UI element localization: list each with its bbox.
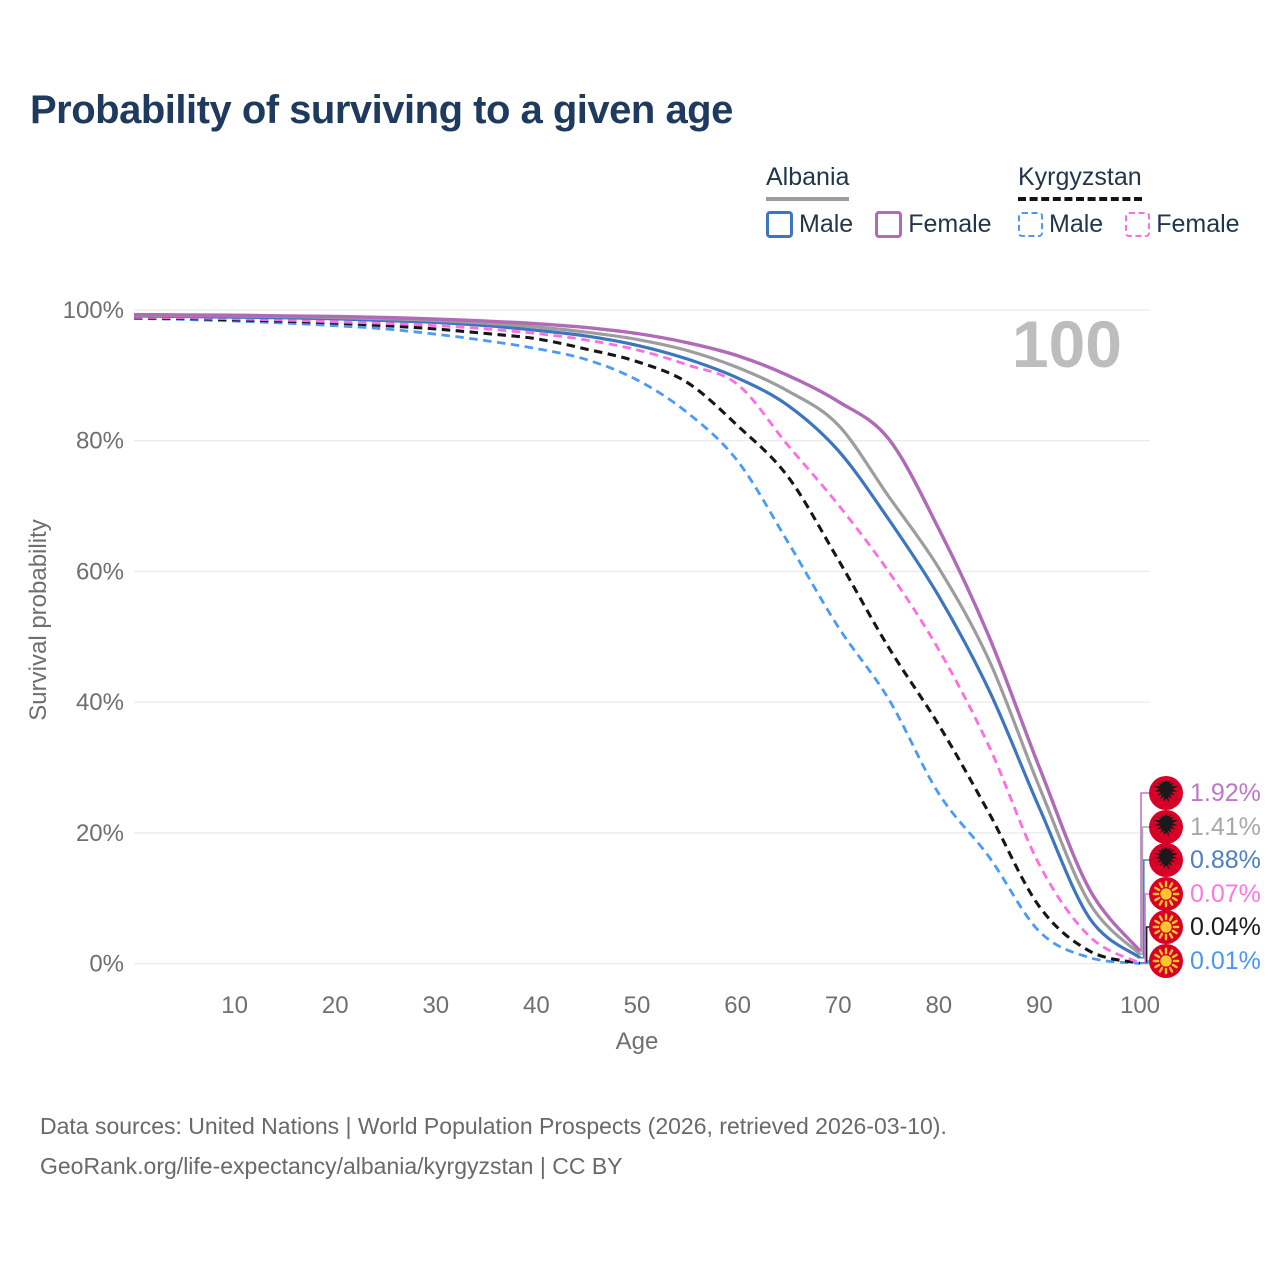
series-line-kyrgyzstan-male	[133, 317, 1141, 965]
legend-label-albania-female[interactable]: Female	[908, 210, 992, 238]
series-line-kyrgyzstan-female	[133, 315, 1141, 965]
end-label-row-kyrgyzstan-both: 0.04%	[1149, 910, 1261, 944]
albania-flag-icon	[1149, 843, 1183, 877]
y-axis-title: Survival probability	[25, 519, 52, 720]
legend-item-kyrgyzstan-female[interactable]: Female	[1125, 210, 1240, 239]
x-axis-title: Age	[616, 1028, 659, 1055]
end-label-row-albania-male: 0.88%	[1149, 843, 1261, 877]
legend-label-kyrgyzstan-female[interactable]: Female	[1156, 210, 1240, 238]
series-line-albania-female	[133, 312, 1142, 953]
x-tick-label: 100	[1120, 992, 1160, 1019]
x-tick-label: 80	[925, 992, 952, 1019]
end-label-row-albania-female: 1.92%	[1149, 776, 1261, 810]
y-tick-label: 40%	[76, 689, 124, 716]
x-tick-label: 20	[322, 992, 349, 1019]
x-tick-label: 10	[221, 992, 248, 1019]
legend-item-albania-male[interactable]: Male	[766, 210, 853, 239]
y-tick-label: 80%	[76, 428, 124, 455]
x-tick-label: 60	[724, 992, 751, 1019]
end-label-row-kyrgyzstan-female: 0.07%	[1149, 877, 1261, 911]
kyrgyzstan-flag-icon	[1149, 944, 1183, 978]
y-tick-label: 100%	[63, 297, 124, 324]
legend-group-albania: Albania Male Female	[766, 163, 992, 239]
albania-flag-icon	[1149, 810, 1183, 844]
albania-flag-icon	[1149, 776, 1183, 810]
legend-country-albania[interactable]: Albania	[766, 163, 850, 201]
end-label-value: 0.07%	[1190, 879, 1261, 908]
legend-checkbox-albania-male[interactable]	[766, 211, 793, 238]
y-tick-label: 20%	[76, 820, 124, 847]
end-connector-albania-both	[1140, 826, 1150, 956]
y-tick-label: 0%	[89, 951, 124, 978]
legend-checkbox-kyrgyzstan-female[interactable]	[1125, 212, 1151, 237]
x-tick-label: 30	[422, 992, 449, 1019]
legend-item-albania-female[interactable]: Female	[875, 210, 992, 239]
source-line-1: Data sources: United Nations | World Pop…	[40, 1113, 947, 1139]
source-line-2: GeoRank.org/life-expectancy/albania/kyrg…	[40, 1153, 623, 1179]
end-connector-albania-male	[1140, 859, 1150, 959]
legend-label-kyrgyzstan-male[interactable]: Male	[1049, 210, 1104, 238]
x-tick-label: 40	[523, 992, 550, 1019]
end-label-value: 1.41%	[1190, 812, 1261, 841]
y-tick-label: 60%	[76, 558, 124, 585]
age-watermark: 100	[1012, 307, 1122, 381]
end-label-row-albania-both: 1.41%	[1149, 810, 1261, 844]
legend-checkbox-albania-female[interactable]	[875, 211, 903, 238]
legend-country-kyrgyzstan[interactable]: Kyrgyzstan	[1018, 163, 1142, 201]
end-connector-albania-female	[1140, 792, 1150, 952]
kyrgyzstan-flag-icon	[1149, 877, 1183, 911]
page-title: Probability of surviving to a given age	[30, 88, 733, 132]
legend-checkbox-kyrgyzstan-male[interactable]	[1018, 212, 1043, 237]
kyrgyzstan-flag-icon	[1149, 910, 1183, 944]
end-label-value: 0.01%	[1190, 946, 1261, 975]
end-label-value: 1.92%	[1190, 778, 1261, 807]
end-label-value: 0.88%	[1190, 845, 1261, 874]
legend-group-kyrgyzstan: Kyrgyzstan Male Female	[1018, 163, 1240, 239]
end-label-value: 0.04%	[1190, 912, 1261, 941]
x-tick-label: 90	[1026, 992, 1053, 1019]
x-tick-label: 50	[624, 992, 651, 1019]
legend-item-kyrgyzstan-male[interactable]: Male	[1018, 210, 1103, 239]
end-label-row-kyrgyzstan-male: 0.01%	[1149, 944, 1261, 978]
source-note: Data sources: United Nations | World Pop…	[40, 1106, 947, 1186]
legend-label-albania-male[interactable]: Male	[799, 210, 854, 238]
x-tick-label: 70	[825, 992, 852, 1019]
